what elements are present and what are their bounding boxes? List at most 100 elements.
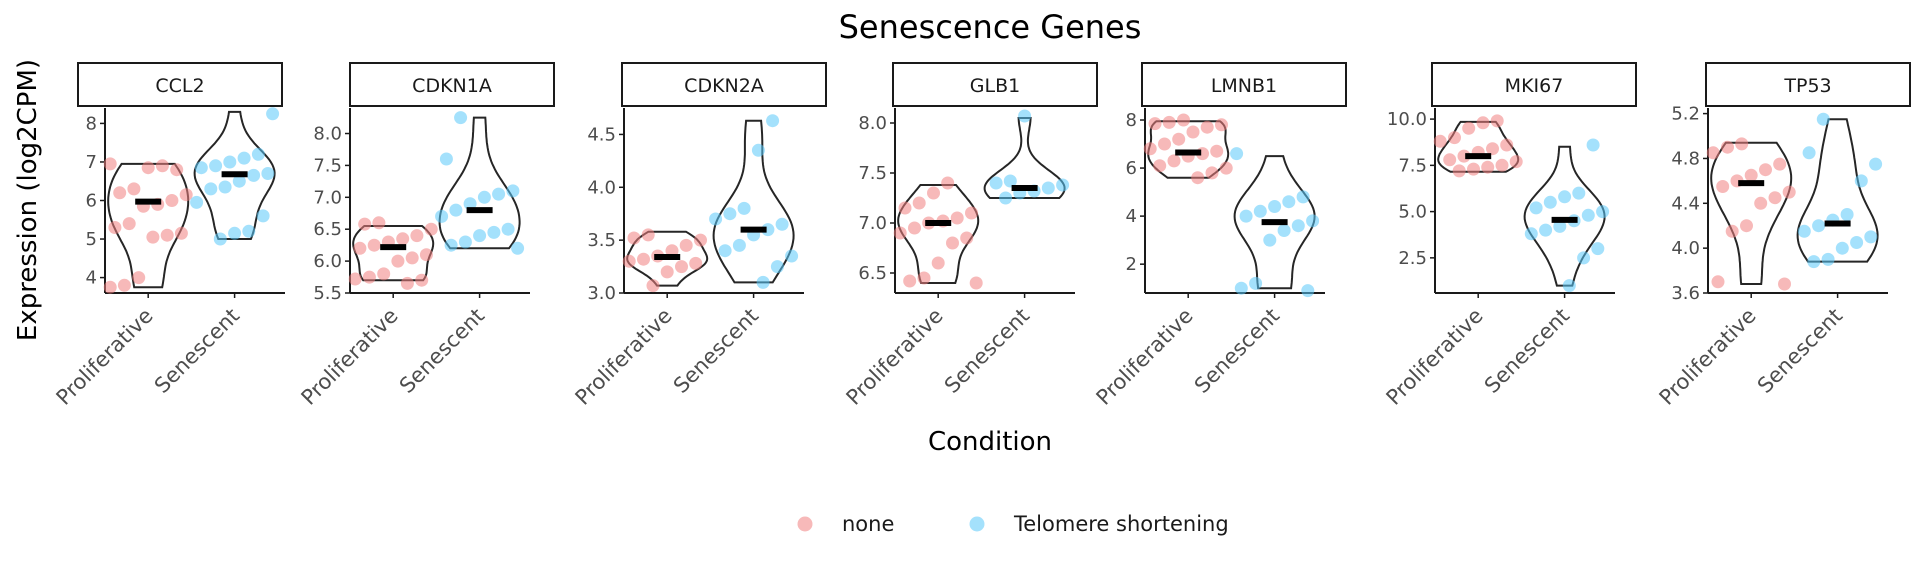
data-point	[1291, 219, 1305, 233]
data-point	[1148, 117, 1162, 131]
data-point	[439, 152, 453, 166]
data-point	[1706, 146, 1720, 160]
data-point	[912, 196, 926, 210]
data-point	[435, 209, 449, 223]
data-point	[1835, 241, 1849, 255]
y-axis-title: Expression (log2CPM)	[13, 59, 43, 341]
y-tick-label: 7.5	[858, 163, 887, 184]
legend-label-1: none	[842, 512, 894, 536]
data-point	[898, 201, 912, 215]
data-point	[506, 184, 520, 198]
violin-senescent	[712, 119, 795, 284]
data-point	[766, 114, 780, 128]
data-point	[396, 232, 410, 246]
data-point	[1773, 157, 1787, 171]
legend: none Telomere shortening	[797, 512, 1229, 536]
data-point	[1476, 116, 1490, 130]
data-point	[127, 182, 141, 196]
facet-panels: CCL245678ProliferativeSenescentCDKN1A5.5…	[52, 62, 1911, 410]
data-point	[1543, 195, 1557, 209]
y-tick-label: 10.0	[1387, 109, 1427, 130]
facet-label-cdkn1a: CDKN1A	[412, 75, 492, 97]
facet-label-lmnb1: LMNB1	[1211, 75, 1277, 97]
data-point	[377, 267, 391, 281]
data-point	[1740, 219, 1753, 233]
data-point	[1486, 142, 1499, 156]
data-point	[487, 225, 501, 239]
data-point	[999, 191, 1013, 205]
data-point	[113, 186, 127, 200]
data-point	[1807, 255, 1821, 269]
data-point	[1562, 279, 1576, 293]
x-tick-label: Senescent	[940, 304, 1034, 398]
data-point	[969, 276, 983, 290]
data-point	[1864, 230, 1878, 244]
data-point	[218, 180, 232, 194]
data-point	[228, 226, 242, 240]
violin-proliferative	[1437, 120, 1520, 173]
data-point	[1711, 275, 1725, 289]
data-point	[454, 111, 468, 125]
data-point	[1234, 281, 1248, 295]
data-point	[1816, 112, 1830, 126]
data-point	[1177, 113, 1190, 127]
violin-proliferative	[107, 162, 190, 289]
data-point	[627, 231, 641, 245]
data-point	[1782, 185, 1796, 199]
data-point	[1263, 233, 1277, 247]
data-point	[1509, 155, 1523, 169]
data-point	[155, 159, 169, 173]
data-point	[179, 188, 193, 202]
data-point	[117, 278, 131, 292]
data-point	[1230, 147, 1244, 161]
data-point	[689, 256, 703, 270]
data-point	[237, 151, 251, 165]
data-point	[511, 241, 525, 255]
data-point	[675, 260, 688, 274]
y-tick-label: 7.0	[858, 213, 887, 234]
data-point	[492, 187, 506, 201]
y-tick-label: 7.5	[1398, 155, 1427, 176]
data-point	[775, 217, 789, 231]
data-point	[449, 203, 463, 217]
data-point	[358, 217, 372, 231]
x-tick-label: Senescent	[1753, 304, 1847, 398]
data-point	[1448, 131, 1461, 145]
y-tick-label: 6	[86, 191, 97, 212]
legend-key-2	[969, 516, 985, 532]
data-point	[1591, 242, 1605, 256]
facet-strip-glb1	[892, 62, 1098, 107]
x-tick-label: Proliferative	[1655, 304, 1761, 410]
data-point	[1443, 153, 1457, 167]
y-tick-label: 8.0	[313, 124, 342, 145]
y-tick-label: 2.5	[1398, 248, 1427, 269]
data-point	[1759, 163, 1772, 177]
data-point	[122, 217, 136, 231]
data-point	[1003, 174, 1017, 188]
data-point	[458, 235, 472, 249]
x-tick-label: Senescent	[395, 304, 489, 398]
data-point	[641, 228, 655, 242]
x-tick-label: Proliferative	[52, 304, 158, 410]
data-point	[261, 167, 275, 180]
y-tick-label: 8	[86, 113, 97, 134]
data-point	[756, 275, 770, 289]
data-point	[1018, 109, 1032, 123]
data-point	[1821, 252, 1835, 266]
data-point	[694, 233, 707, 247]
data-point	[965, 206, 978, 220]
data-point	[1797, 224, 1811, 238]
y-tick-label: 3.0	[587, 283, 616, 304]
data-point	[209, 159, 223, 173]
data-point	[256, 209, 270, 223]
data-point	[1768, 191, 1782, 205]
data-point	[1296, 190, 1310, 204]
x-tick-label: Proliferative	[842, 304, 948, 410]
data-point	[950, 211, 964, 225]
data-point	[665, 244, 679, 258]
facet-strip-tp53	[1705, 62, 1911, 107]
data-point	[1539, 223, 1553, 237]
data-point	[419, 248, 433, 262]
x-tick-label: Proliferative	[297, 304, 403, 410]
